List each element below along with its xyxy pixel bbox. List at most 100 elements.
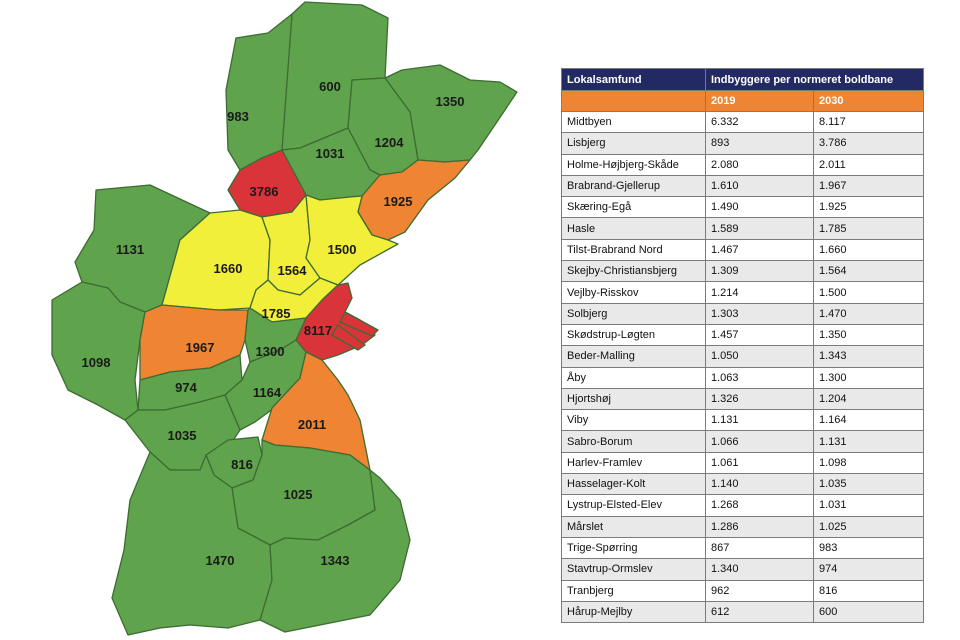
table-row: Harlev-Framlev 1.061 1.098 [561,451,925,475]
table-row: Brabrand-Gjellerup 1.610 1.967 [561,174,925,198]
value-2030: 816 [812,579,925,602]
table-row: Åby 1.063 1.300 [561,366,925,389]
region-label: 1967 [186,340,215,355]
value-2019: 1.061 [705,451,814,475]
region-label: 1564 [278,263,308,278]
value-2030: 1.660 [812,238,925,262]
table-row: Lystrup-Elsted-Elev 1.268 1.031 [561,494,925,517]
table-row: Midtbyen 6.332 8.117 [561,110,925,134]
community-name: Solbjerg [561,302,706,325]
region-label: 1098 [82,355,111,370]
region-label: 1025 [284,487,313,502]
community-name: Tilst-Brabrand Nord [561,238,706,262]
community-name: Tranbjerg [561,579,706,602]
value-2030: 1.025 [812,515,925,538]
region-label: 974 [175,380,197,395]
value-2030: 1.204 [812,387,925,411]
table-row: Tranbjerg 962 816 [561,579,925,602]
value-2030: 1.350 [812,323,925,347]
municipality-map: 600 983 1350 1204 1031 3786 1925 1131 1660 1564 15… [51,1,518,636]
map-region [259,469,411,633]
value-2030: 1.785 [812,217,925,240]
value-2030: 2.011 [812,153,925,176]
table-row: Holme-Højbjerg-Skåde 2.080 2.011 [561,153,925,176]
residents-per-pitch-table: Lokalsamfund Indbyggere per normeret bol… [561,68,925,624]
region-label: 3786 [250,184,279,199]
year-2019-header: 2019 [705,90,814,112]
value-2030: 3.786 [812,132,925,155]
community-name: Trige-Spørring [561,536,706,560]
region-label: 816 [231,457,253,472]
community-name: Viby [561,409,706,432]
value-2019: 1.131 [705,409,814,432]
value-2019: 1.063 [705,366,814,389]
table-row: Mårslet 1.286 1.025 [561,515,925,538]
table-row: Viby 1.131 1.164 [561,409,925,432]
table-row: Vejlby-Risskov 1.214 1.500 [561,281,925,304]
header-spacer [561,90,706,112]
community-name: Lisbjerg [561,132,706,155]
value-2030: 1.967 [812,174,925,198]
community-name: Hårup-Mejlby [561,600,706,624]
value-2030: 1.500 [812,281,925,304]
region-label: 8117 [304,323,332,338]
table-row: Skødstrup-Løgten 1.457 1.350 [561,323,925,347]
value-2019: 1.340 [705,558,814,581]
value-2019: 612 [705,600,814,624]
community-name: Hjortshøj [561,387,706,411]
table-row: Skæring-Egå 1.490 1.925 [561,196,925,219]
value-2019: 1.303 [705,302,814,325]
value-2019: 6.332 [705,110,814,134]
table-row: Stavtrup-Ormslev 1.340 974 [561,558,925,581]
region-label: 1343 [321,553,350,568]
community-name: Skæring-Egå [561,196,706,219]
region-label: 1925 [384,194,413,209]
region-label: 1300 [256,344,285,359]
value-2019: 1.309 [705,260,814,283]
region-label: 1785 [262,306,291,321]
value-2019: 1.286 [705,515,814,538]
table-row: Skejby-Christiansbjerg 1.309 1.564 [561,260,925,283]
value-2019: 1.457 [705,323,814,347]
region-label: 600 [319,79,341,94]
community-name: Hasle [561,217,706,240]
value-2019: 1.610 [705,174,814,198]
community-name: Sabro-Borum [561,430,706,453]
value-2030: 1.925 [812,196,925,219]
community-name: Lystrup-Elsted-Elev [561,494,706,517]
table-row: Solbjerg 1.303 1.470 [561,302,925,325]
value-2030: 1.564 [812,260,925,283]
table-row: Hårup-Mejlby 612 600 [561,600,925,624]
value-2030: 1.300 [812,366,925,389]
value-2030: 600 [812,600,925,624]
value-2019: 867 [705,536,814,560]
map-region [225,13,293,171]
community-name: Stavtrup-Ormslev [561,558,706,581]
community-name: Brabrand-Gjellerup [561,174,706,198]
region-label: 1031 [316,146,345,161]
table-row: Sabro-Borum 1.066 1.131 [561,430,925,453]
value-2019: 1.268 [705,494,814,517]
table-row: Hasselager-Kolt 1.140 1.035 [561,473,925,496]
community-name: Åby [561,366,706,389]
value-2030: 8.117 [812,110,925,134]
value-2019: 1.467 [705,238,814,262]
value-2019: 1.214 [705,281,814,304]
table-row: Beder-Malling 1.050 1.343 [561,345,925,368]
community-name: Beder-Malling [561,345,706,368]
community-name: Harlev-Framlev [561,451,706,475]
region-label: 1660 [214,261,243,276]
value-2030: 1.098 [812,451,925,475]
region-label: 1500 [328,242,357,257]
value-2019: 1.066 [705,430,814,453]
region-label: 1350 [436,94,465,109]
region-label: 1035 [168,428,197,443]
value-2030: 974 [812,558,925,581]
table-row: Trige-Spørring 867 983 [561,536,925,560]
community-name: Holme-Højbjerg-Skåde [561,153,706,176]
value-2030: 1.470 [812,302,925,325]
harbour-pier [331,324,366,351]
harbour-pier [339,311,379,337]
community-name: Mårslet [561,515,706,538]
region-label: 1204 [375,135,405,150]
